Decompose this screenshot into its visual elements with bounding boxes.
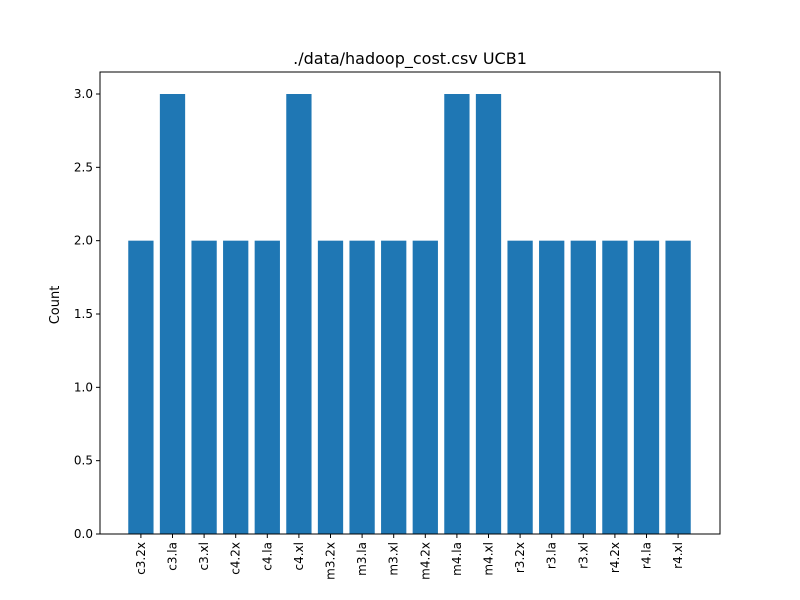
y-tick-label: 1.0 — [74, 380, 93, 394]
x-axis-ticks: c3.2x c3.la c3.xl c4.2x c4.la c4.xl m3.2x m3.la… — [134, 534, 685, 580]
x-tick-label: m4.la — [450, 542, 464, 576]
x-tick-label: m4.xl — [482, 542, 496, 576]
bar-r4.2x — [602, 240, 628, 534]
bar-r4.la — [633, 240, 660, 534]
y-axis-label: Count — [48, 286, 63, 325]
bar-c3.xl — [191, 240, 217, 534]
bar-m4.xl — [475, 94, 502, 534]
bar-c3.2x — [128, 240, 154, 534]
x-tick-label: c4.la — [260, 542, 274, 571]
x-tick-label: c3.la — [166, 542, 180, 571]
bar-m4.la — [444, 94, 470, 534]
bar-m4.2x — [412, 240, 438, 534]
x-tick-label: c4.2x — [229, 542, 243, 575]
bar-r3.xl — [570, 240, 596, 534]
bar-c4.2x — [223, 240, 249, 534]
bar-m3.la — [349, 240, 375, 534]
plot-frame — [99, 71, 721, 535]
y-tick-label: 2.5 — [74, 160, 93, 174]
x-tick-label: r4.xl — [671, 542, 685, 569]
x-tick-label: r3.xl — [576, 542, 590, 569]
y-tick-label: 0.0 — [74, 527, 93, 541]
x-tick-label: c3.2x — [134, 542, 148, 575]
x-tick-label: m3.la — [355, 542, 369, 576]
bar-r3.la — [539, 240, 565, 534]
bar-c4.xl — [286, 94, 312, 534]
y-tick-label: 0.5 — [74, 454, 93, 468]
y-tick-label: 1.5 — [74, 307, 93, 321]
x-tick-label: m3.xl — [387, 542, 401, 576]
x-tick-label: m4.2x — [418, 542, 432, 580]
x-tick-label: c4.xl — [292, 542, 306, 570]
x-tick-label: c3.xl — [197, 542, 211, 570]
y-tick-label: 3.0 — [74, 87, 93, 101]
x-tick-label: r4.2x — [608, 542, 622, 573]
x-tick-label: r3.2x — [513, 542, 527, 573]
x-tick-label: r3.la — [545, 542, 559, 569]
chart-title: ./data/hadoop_cost.csv UCB1 — [293, 49, 527, 69]
x-tick-label: m3.2x — [324, 542, 338, 580]
y-tick-label: 2.0 — [74, 234, 93, 248]
bar-r3.2x — [507, 240, 533, 534]
bar-c3.la — [159, 94, 186, 534]
x-tick-label: r4.la — [640, 542, 654, 569]
bar-m3.2x — [317, 240, 344, 534]
bar-c4.la — [254, 240, 280, 534]
bar-r4.xl — [665, 240, 691, 534]
bar-m3.xl — [381, 240, 407, 534]
y-axis-ticks: 0.0 0.5 1.0 1.5 2.0 2.5 3.0 — [74, 87, 100, 541]
bars-group — [128, 94, 691, 534]
